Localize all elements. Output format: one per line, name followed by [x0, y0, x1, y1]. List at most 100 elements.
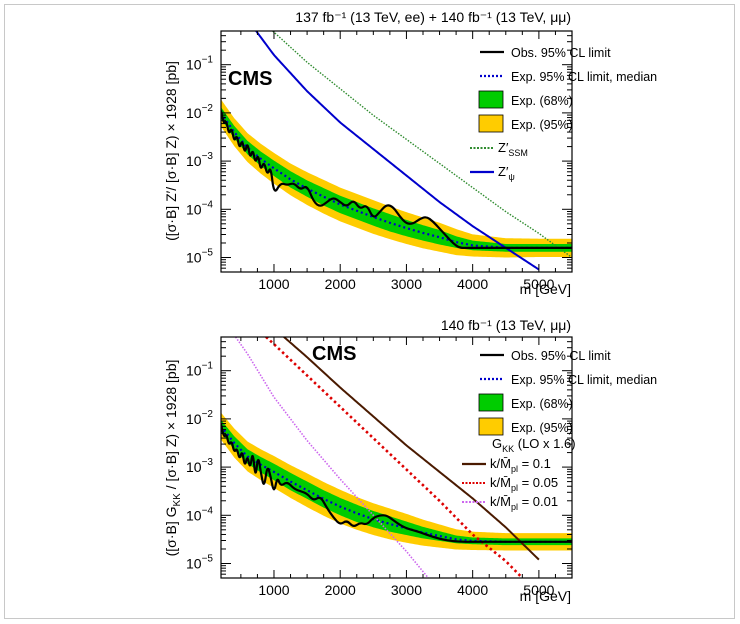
- legend: Obs. 95% CL limit Exp. 95% CL limit, medi…: [478, 349, 657, 436]
- y-tick-exponent: −3: [202, 151, 214, 162]
- y-axis-label-main: ([σ·B] G: [163, 507, 179, 557]
- band-68: [221, 107, 572, 252]
- model-label-main: Z′: [498, 140, 509, 155]
- legend-label: Exp. (68%): [511, 397, 573, 411]
- legend-label: Obs. 95% CL limit: [511, 349, 611, 363]
- model-legend-label: k/M̄pl = 0.05: [490, 475, 558, 493]
- y-tick-label: 10−4: [186, 505, 213, 523]
- panel-bottom: 140 fb⁻¹ (13 TeV, μμ) 1000 2000 3000 4000 50…: [163, 317, 657, 604]
- y-tick-label: 10−5: [186, 247, 213, 265]
- y-tick-base: 10: [186, 555, 202, 571]
- legend-item: Exp. (68%): [478, 90, 573, 109]
- legend-label: Exp. (95%): [511, 118, 573, 132]
- model-header-sub: KK: [502, 444, 514, 454]
- legend-swatch: [478, 417, 504, 436]
- legend-swatch: [478, 114, 504, 133]
- model-legend-label: Z′ψ: [498, 164, 515, 182]
- model-legend-label: k/M̄pl = 0.1: [490, 456, 551, 474]
- model-legend-item: k/M̄pl = 0.1: [462, 456, 551, 474]
- plot-content: [221, 31, 572, 271]
- y-tick-base: 10: [186, 201, 202, 217]
- x-tick-label: 4000: [457, 276, 488, 292]
- y-tick-label: 10−1: [186, 55, 213, 73]
- x-tick-label: 5000: [523, 276, 554, 292]
- model-label-main: k/M̄: [490, 475, 511, 490]
- model-label-sub: SSM: [508, 148, 528, 158]
- y-tick-exponent: −2: [202, 409, 214, 420]
- y-tick-label: 10−2: [186, 409, 213, 427]
- legend-label: Obs. 95% CL limit: [511, 46, 611, 60]
- y-tick-exponent: −5: [202, 553, 214, 564]
- y-tick-base: 10: [186, 459, 202, 475]
- y-tick-exponent: −2: [202, 103, 214, 114]
- model-label-sub: pl: [511, 502, 518, 512]
- model-label-sub: pl: [511, 483, 518, 493]
- plot-content: [221, 337, 572, 578]
- legend-item: Exp. (68%): [478, 393, 573, 412]
- x-axis-label: m [GeV]: [520, 588, 571, 604]
- y-tick-exponent: −4: [202, 505, 214, 516]
- x-tick-label: 3000: [391, 276, 422, 292]
- y-tick-label: 10−2: [186, 103, 213, 121]
- y-tick-label: 10−5: [186, 553, 213, 571]
- model-legend-header: GKK (LO x 1.6): [492, 436, 576, 454]
- y-tick-base: 10: [186, 363, 202, 379]
- model-label-rest: = 0.01: [518, 494, 558, 509]
- y-axis-label-rest: / [σ·B] Z) × 1928 [pb]: [163, 360, 179, 494]
- legend-label: Exp. (95%): [511, 421, 573, 435]
- y-tick-label: 10−3: [186, 457, 213, 475]
- x-axis-label: m [GeV]: [520, 281, 571, 297]
- y-tick-exponent: −4: [202, 199, 214, 210]
- model-header-main: G: [492, 436, 502, 451]
- axes-frame: [220, 30, 573, 273]
- legend-item: Exp. 95% CL limit, median: [480, 70, 657, 84]
- x-tick-label: 3000: [391, 582, 422, 598]
- gkk-k0.1-line: [283, 337, 540, 561]
- legend-swatch: [478, 90, 504, 109]
- zprime-psi-line: [255, 31, 540, 271]
- y-tick-base: 10: [186, 249, 202, 265]
- x-tick-label: 5000: [523, 582, 554, 598]
- y-tick-base: 10: [186, 411, 202, 427]
- legend-label: Exp. 95% CL limit, median: [511, 70, 657, 84]
- panel-top: 137 fb⁻¹ (13 TeV, ee) + 140 fb⁻¹ (13 TeV…: [163, 9, 657, 297]
- x-tick-label: 1000: [258, 276, 289, 292]
- cms-label: CMS: [228, 68, 272, 90]
- y-tick-base: 10: [186, 105, 202, 121]
- model-legend: Z′SSM Z′ψ: [470, 140, 528, 182]
- model-legend-label: k/M̄pl = 0.01: [490, 494, 558, 512]
- gkk-k0.05-line: [265, 337, 524, 578]
- y-tick-base: 10: [186, 507, 202, 523]
- model-label-rest: = 0.05: [518, 475, 558, 490]
- y-tick-exponent: −5: [202, 247, 214, 258]
- legend-item: Exp. 95% CL limit, median: [480, 373, 657, 387]
- lumi-label: 137 fb⁻¹ (13 TeV, ee) + 140 fb⁻¹ (13 TeV…: [295, 9, 571, 25]
- y-tick-exponent: −1: [202, 361, 214, 372]
- observed-limit-line: [221, 423, 572, 543]
- model-legend: GKK (LO x 1.6)k/M̄pl = 0.1k/M̄pl = 0.05k…: [462, 436, 576, 512]
- zprime-ssm-line: [272, 31, 572, 259]
- legend-item: Exp. (95%): [478, 114, 573, 133]
- legend-label: Exp. 95% CL limit, median: [511, 373, 657, 387]
- x-tick-label: 2000: [325, 276, 356, 292]
- expected-median-line: [221, 425, 572, 543]
- x-tick-label: 2000: [325, 582, 356, 598]
- x-tick-label: 4000: [457, 582, 488, 598]
- y-tick-base: 10: [186, 153, 202, 169]
- observed-limit-line: [221, 110, 572, 249]
- axes-frame: [220, 336, 573, 579]
- model-header-rest: (LO x 1.6): [514, 436, 575, 451]
- y-tick-label: 10−3: [186, 151, 213, 169]
- legend-item: Obs. 95% CL limit: [480, 349, 611, 363]
- model-legend-item: k/M̄pl = 0.05: [462, 475, 558, 493]
- model-legend-label: Z′SSM: [498, 140, 528, 158]
- model-label-sub: pl: [511, 464, 518, 474]
- y-axis-label: ([σ·B] GKK / [σ·B] Z) × 1928 [pb]: [163, 360, 183, 557]
- y-tick-label: 10−1: [186, 361, 213, 379]
- y-axis-label: ([σ·B] Z′/ [σ·B] Z) × 1928 [pb]: [163, 61, 179, 241]
- model-label-main: k/M̄: [490, 456, 511, 471]
- legend: Obs. 95% CL limit Exp. 95% CL limit, medi…: [478, 46, 657, 133]
